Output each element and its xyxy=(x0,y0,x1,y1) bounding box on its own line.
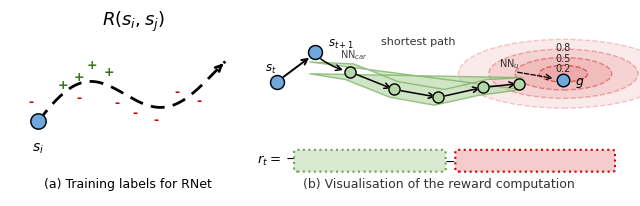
Text: +: + xyxy=(74,71,84,84)
Text: global distance $d_g$: global distance $d_g$ xyxy=(318,153,421,169)
Text: 0.2: 0.2 xyxy=(556,63,571,74)
Text: local distance $d_l$: local distance $d_l$ xyxy=(489,154,581,168)
Text: -: - xyxy=(29,95,34,108)
Ellipse shape xyxy=(540,66,588,83)
Text: $g$: $g$ xyxy=(575,75,584,89)
Text: 0.8: 0.8 xyxy=(556,42,571,52)
Text: -: - xyxy=(132,107,138,120)
Ellipse shape xyxy=(489,50,638,99)
Text: (b) Visualisation of the reward computation: (b) Visualisation of the reward computat… xyxy=(303,177,574,190)
Text: $s_t$: $s_t$ xyxy=(265,62,277,76)
Text: shortest path: shortest path xyxy=(381,37,456,47)
Text: +: + xyxy=(86,59,97,72)
Text: $s_i$: $s_i$ xyxy=(33,141,44,155)
Text: $r_t = -$: $r_t = -$ xyxy=(257,153,297,167)
Polygon shape xyxy=(309,63,523,106)
Text: $\mathrm{NN}_u$: $\mathrm{NN}_u$ xyxy=(499,57,519,70)
Text: $s_{t+1}$: $s_{t+1}$ xyxy=(328,38,353,51)
Text: -: - xyxy=(154,114,159,127)
Text: $\mathrm{NN}_{car}$: $\mathrm{NN}_{car}$ xyxy=(340,48,367,62)
FancyBboxPatch shape xyxy=(455,150,615,172)
Ellipse shape xyxy=(515,58,612,90)
Text: 0.5: 0.5 xyxy=(556,53,571,63)
Text: -: - xyxy=(174,85,179,98)
Text: +: + xyxy=(104,66,115,79)
Text: -: - xyxy=(196,95,202,108)
FancyBboxPatch shape xyxy=(294,150,445,172)
Text: (a) Training labels for RNet: (a) Training labels for RNet xyxy=(44,177,212,190)
Text: -: - xyxy=(76,91,81,104)
Text: $-$: $-$ xyxy=(444,154,455,167)
Ellipse shape xyxy=(459,40,640,109)
Text: +: + xyxy=(58,79,68,92)
Text: $R(s_i, s_j)$: $R(s_i, s_j)$ xyxy=(102,10,164,34)
Text: -: - xyxy=(114,96,119,109)
